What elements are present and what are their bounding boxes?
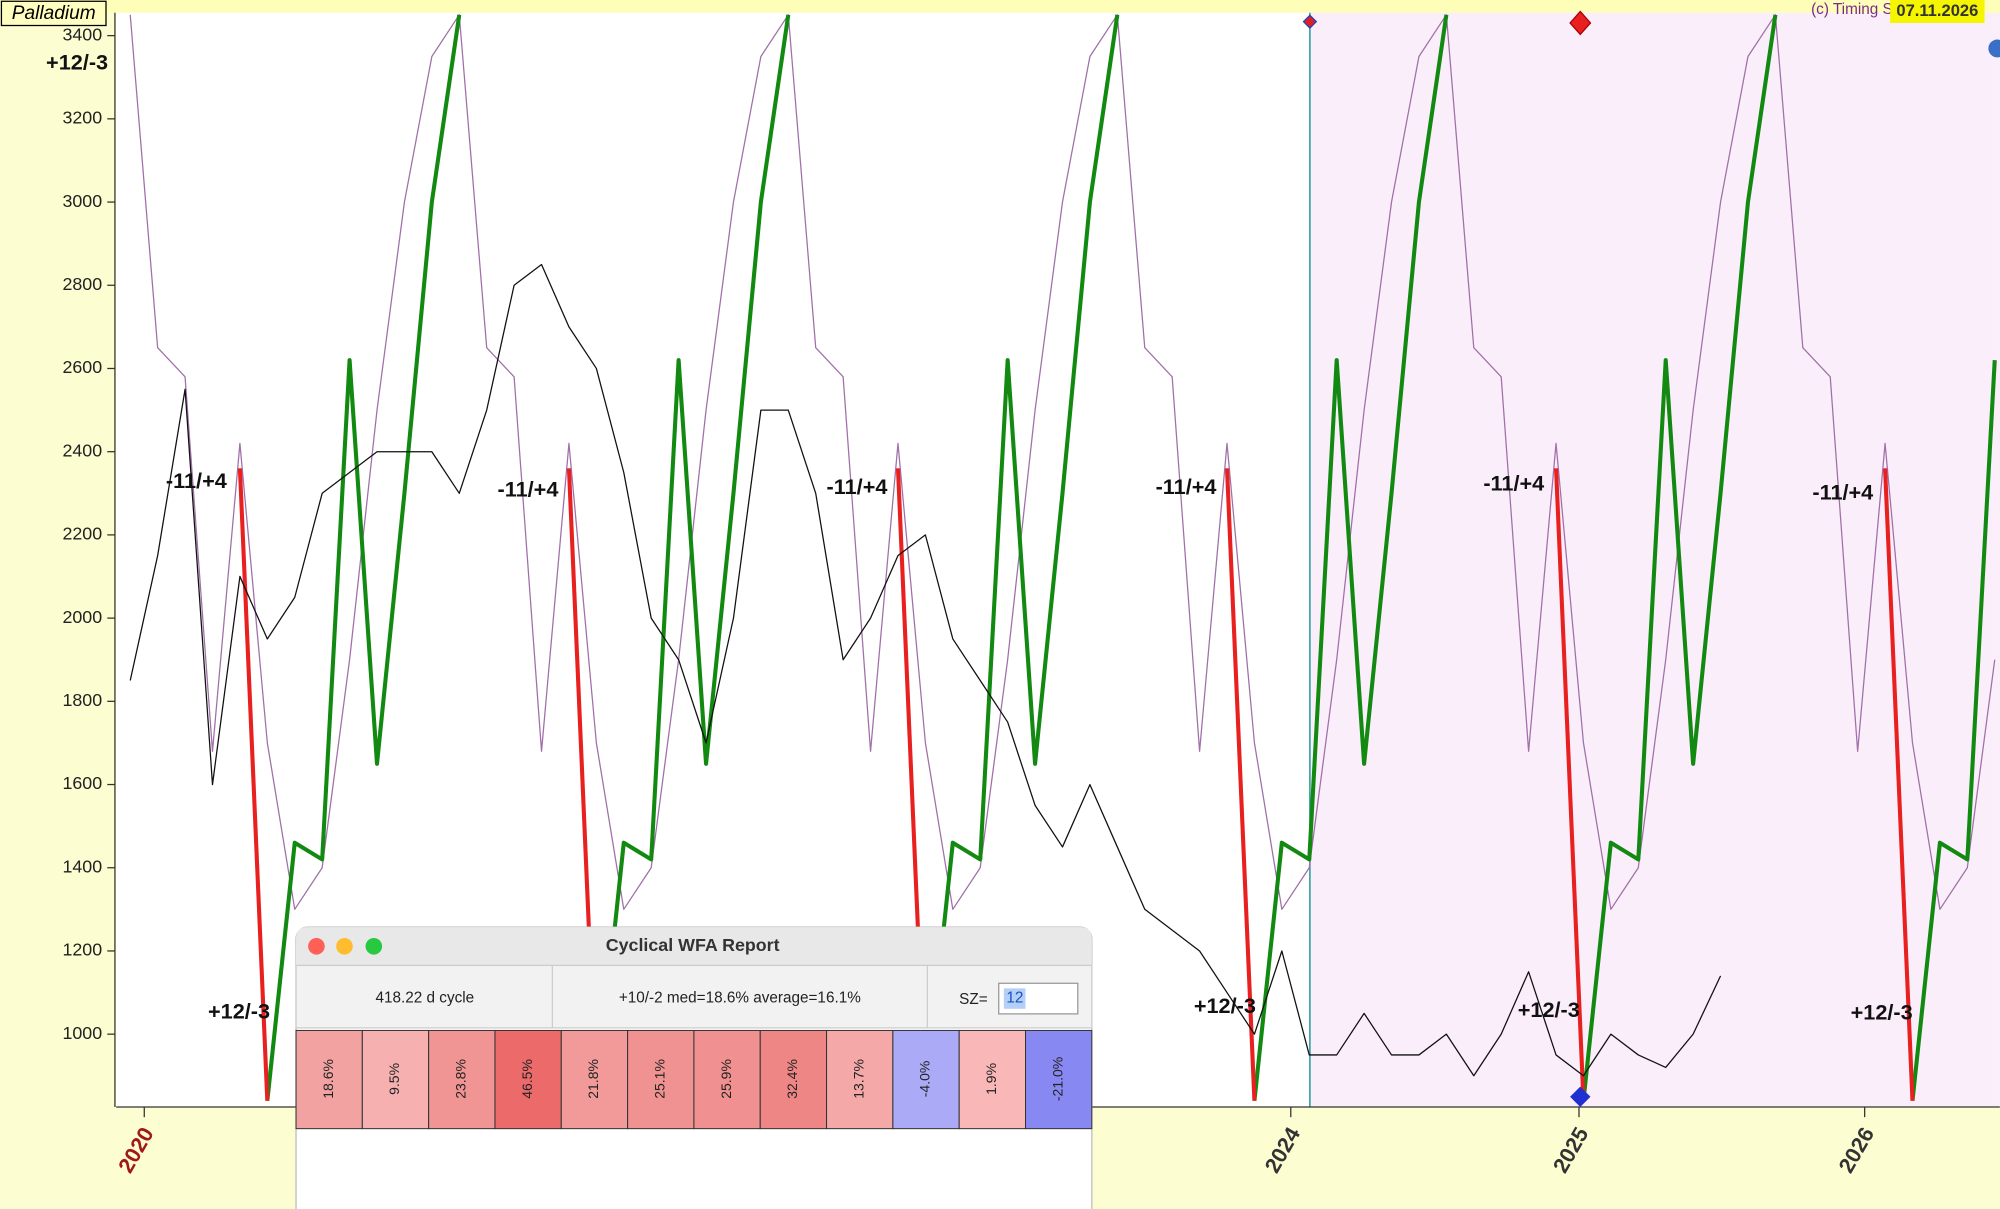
cell-text: 9.5% xyxy=(386,1063,402,1095)
annotation: +12/-3 xyxy=(46,50,108,75)
close-button[interactable] xyxy=(308,937,325,955)
marker xyxy=(1302,14,1318,29)
y-tick-label: 2400 xyxy=(62,440,102,460)
cell xyxy=(627,1029,695,1130)
annotation: +12/-3 xyxy=(1518,997,1580,1022)
cell-text: 46.5% xyxy=(519,1059,535,1099)
cell xyxy=(892,1029,960,1130)
y-tick-label: 3000 xyxy=(62,191,102,211)
cell xyxy=(958,1029,1027,1130)
zoom-button[interactable] xyxy=(365,937,383,955)
info-row xyxy=(295,964,1093,1029)
y-tick-label: 3200 xyxy=(62,108,102,128)
annotation: -11/+4 xyxy=(827,474,888,499)
annotation: +12/-3 xyxy=(208,998,270,1023)
dialog: Cyclical WFA Report 418.22 d cycle +10/-… xyxy=(295,926,1093,1209)
sz-value[interactable]: 12 xyxy=(1006,990,1023,1007)
y-tick-label: 1000 xyxy=(62,1023,102,1043)
cell-text: 1.9% xyxy=(983,1063,999,1095)
title-box xyxy=(0,0,107,27)
cell xyxy=(295,1029,363,1130)
annotation: -11/+4 xyxy=(1156,474,1217,499)
cycle-length: 418.22 d cycle xyxy=(376,990,475,1007)
globe-icon[interactable] xyxy=(1988,39,2000,58)
series-layer xyxy=(129,14,1997,1101)
cell-text: -21.0% xyxy=(1049,1057,1065,1101)
annotation: +12/-3 xyxy=(1194,993,1256,1018)
sz-label: SZ= xyxy=(959,991,988,1008)
date-box xyxy=(1890,0,1985,23)
cell-text: 21.8% xyxy=(585,1059,601,1099)
y-tick-label: 1600 xyxy=(62,773,102,793)
cell-text: 25.9% xyxy=(718,1059,734,1099)
selection xyxy=(1003,988,1026,1009)
cell xyxy=(1024,1029,1093,1130)
dialog-title: Cyclical WFA Report xyxy=(606,935,780,955)
annotation: -11/+4 xyxy=(1812,479,1873,504)
cell xyxy=(428,1029,496,1130)
plot-area xyxy=(116,12,1310,1107)
marker xyxy=(1569,10,1592,36)
y-tick-label: 3400 xyxy=(62,24,102,44)
cell-text: 18.6% xyxy=(320,1059,336,1099)
y-tick-label: 2600 xyxy=(62,357,102,377)
marker xyxy=(1570,1086,1591,1107)
minimize-button[interactable] xyxy=(336,937,353,955)
series-line xyxy=(129,263,1722,1077)
annotation: -11/+4 xyxy=(166,468,227,493)
date: 07.11.2026 xyxy=(1896,1,1978,20)
y-tick-label: 2800 xyxy=(62,274,102,294)
dialog-titlebar xyxy=(296,927,1092,966)
cell xyxy=(494,1029,562,1130)
cell-text: 25.1% xyxy=(651,1059,667,1099)
annotation: -11/+4 xyxy=(498,477,559,502)
annotation: +12/-3 xyxy=(1851,1000,1913,1025)
cell xyxy=(361,1029,430,1130)
annotation: -11/+4 xyxy=(1483,470,1544,495)
y-tick-label: 1800 xyxy=(62,690,102,710)
top-strip xyxy=(0,0,2000,13)
cell-text: -4.0% xyxy=(917,1061,933,1098)
cell xyxy=(693,1029,761,1130)
y-tick-label: 2000 xyxy=(62,607,102,627)
y-tick-label: 1400 xyxy=(62,856,102,876)
cell xyxy=(560,1029,629,1130)
cell-text: 32.4% xyxy=(784,1059,800,1099)
stats: +10/-2 med=18.6% average=16.1% xyxy=(619,990,861,1007)
y-tick-label: 1200 xyxy=(62,940,102,960)
y-tick-label: 2200 xyxy=(62,524,102,544)
cells: 18.6% 9.5% 23.8% 46.5% 21.8% 25.1% 25.9% 32.4% 1… xyxy=(295,1029,1093,1130)
cell-text: 23.8% xyxy=(453,1059,469,1099)
cell-text: 13.7% xyxy=(850,1059,866,1099)
copyright: (c) Timing S xyxy=(1811,1,1893,18)
series-line xyxy=(265,14,1997,1101)
cell xyxy=(826,1029,894,1130)
series-line xyxy=(129,14,1996,910)
chart-title: Palladium xyxy=(12,3,96,24)
series-line xyxy=(237,468,1915,1101)
